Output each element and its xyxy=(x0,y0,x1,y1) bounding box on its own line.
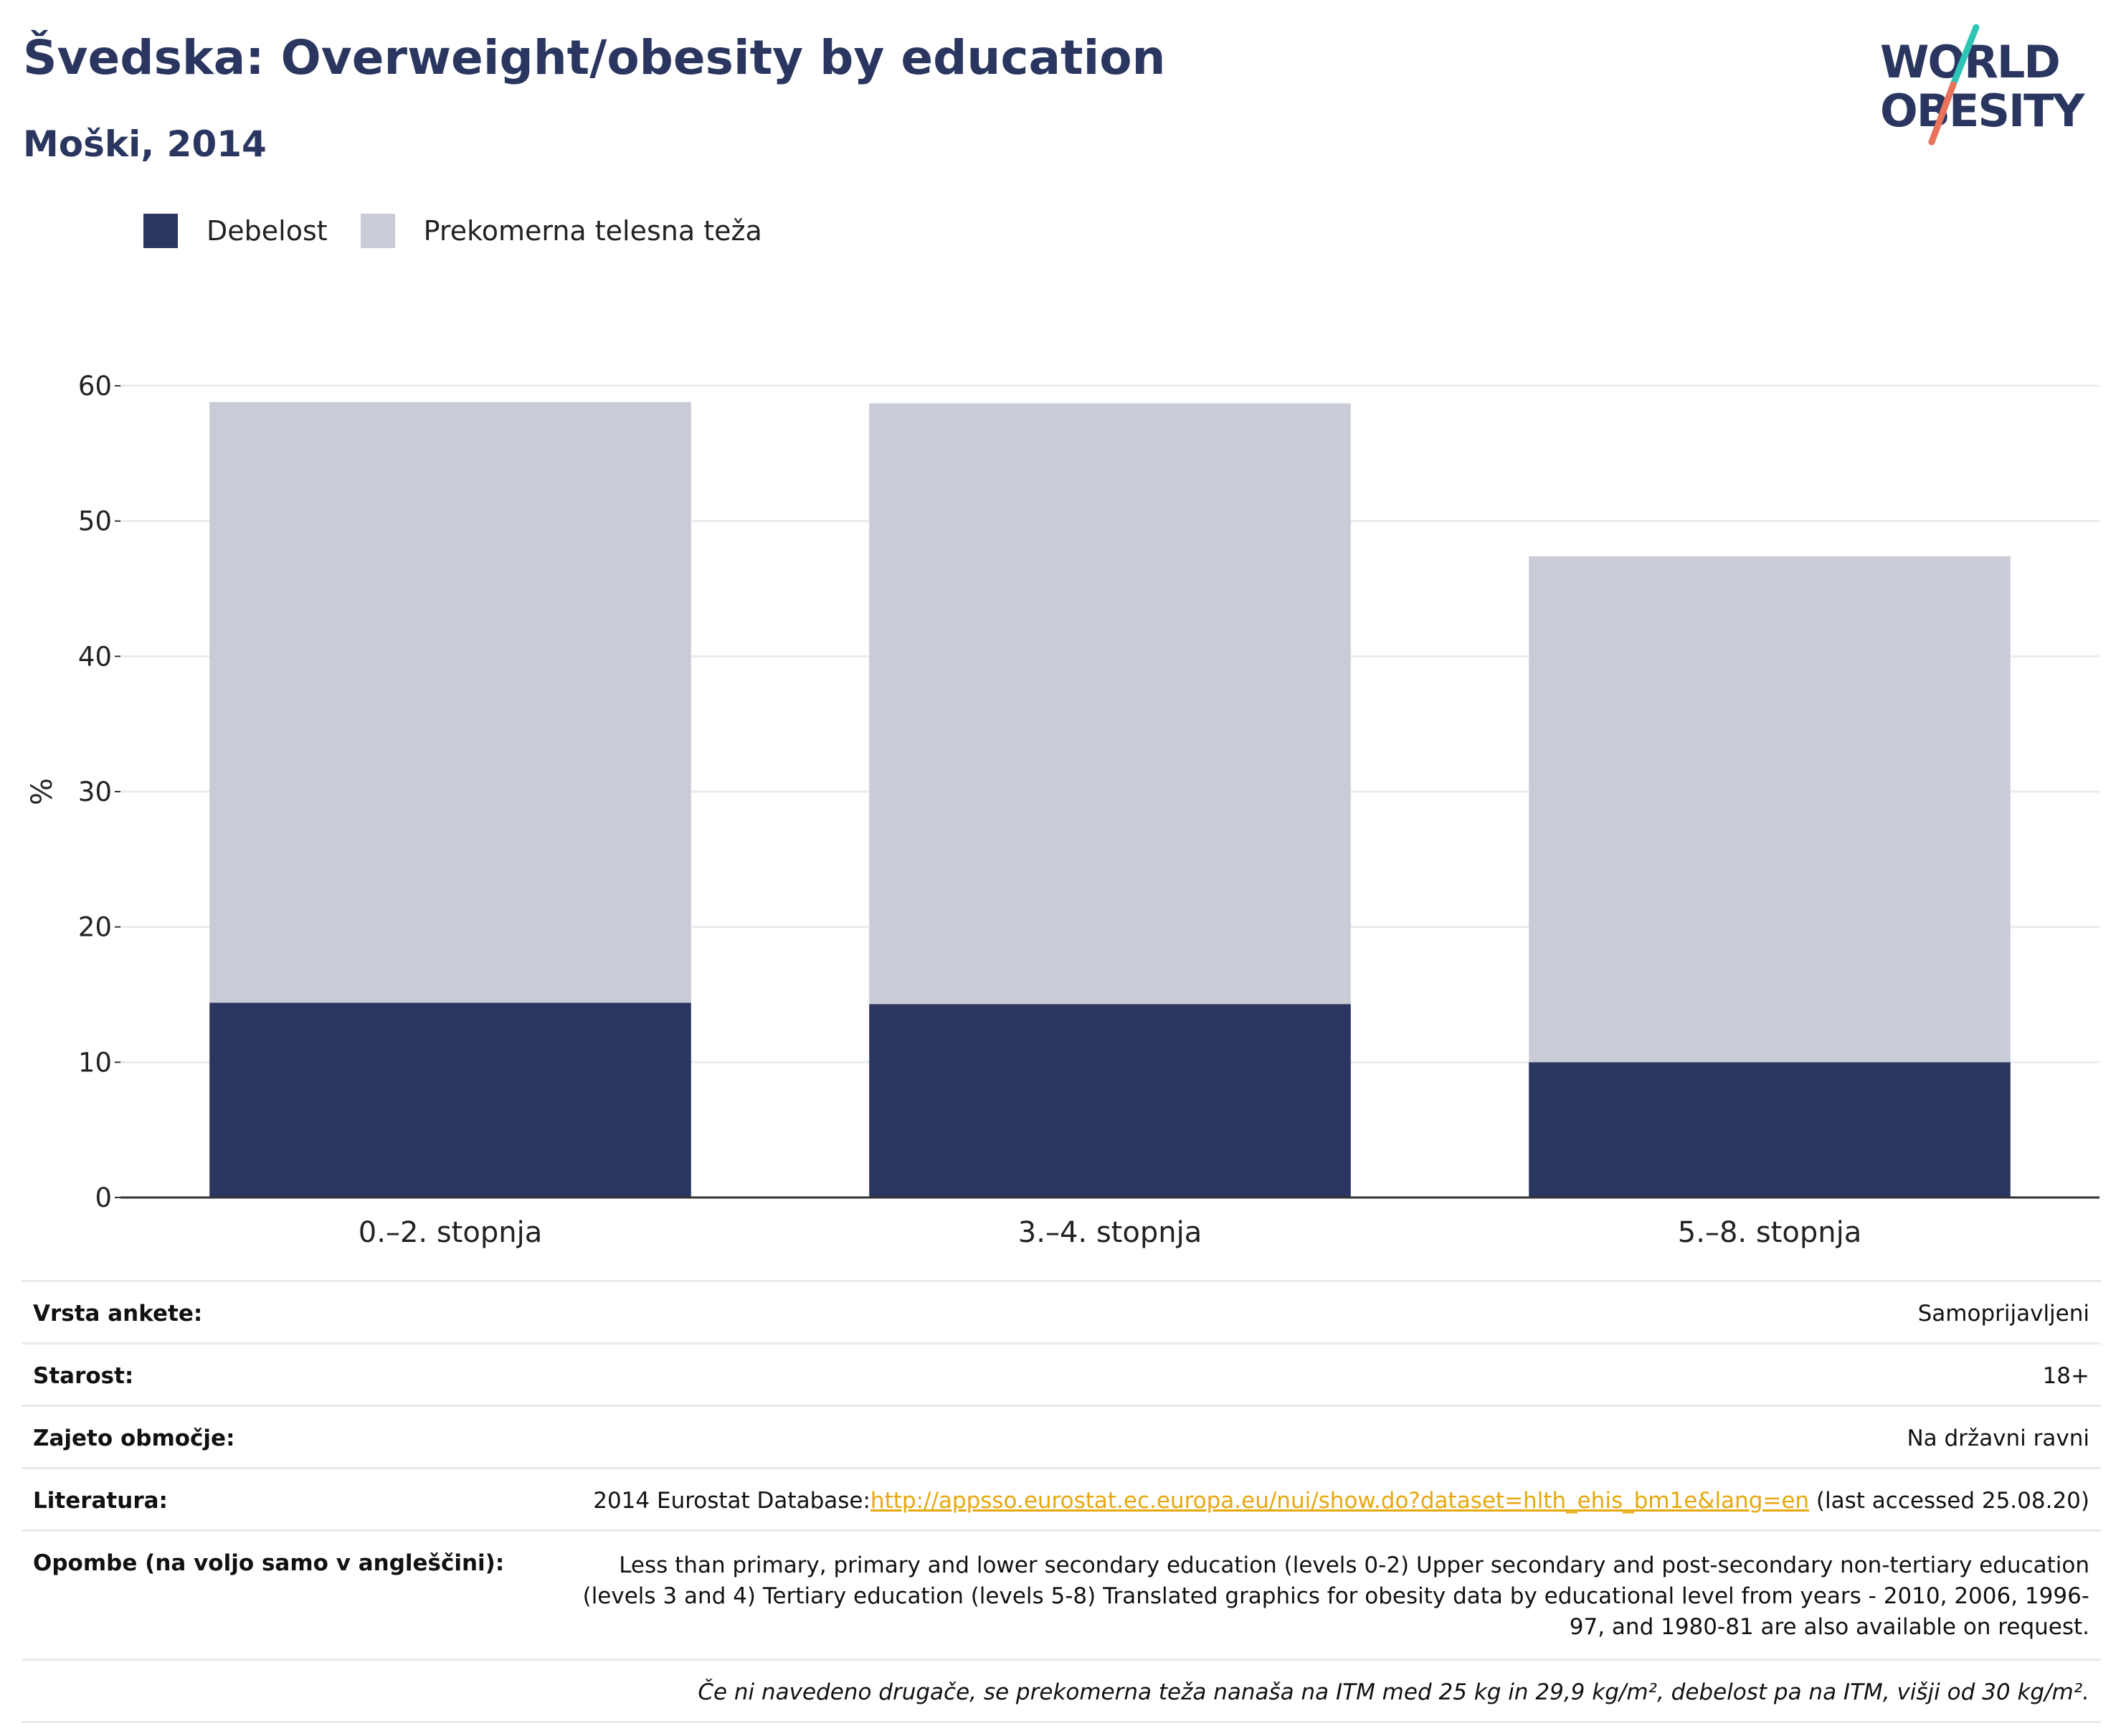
literature-link[interactable]: http://appsso.eurostat.ec.europa.eu/nui/… xyxy=(870,1488,1810,1514)
meta-value: Less than primary, primary and lower sec… xyxy=(582,1552,2089,1640)
meta-row-notes: Opombe (na voljo samo v angleščini): Les… xyxy=(22,1529,2101,1659)
meta-label: Vrsta ankete: xyxy=(33,1301,203,1327)
logo-line-2: OBESITY xyxy=(1880,85,2084,137)
meta-row-survey: Vrsta ankete: Samoprijavljeni xyxy=(22,1280,2101,1342)
y-tick-label: 20 xyxy=(78,912,112,943)
meta-label: Starost: xyxy=(33,1363,134,1389)
meta-row-age: Starost: 18+ xyxy=(22,1342,2101,1405)
x-tick-label: 5.–8. stopnja xyxy=(1678,1216,1861,1249)
meta-row-area: Zajeto območje: Na državni ravni xyxy=(22,1405,2101,1467)
legend-item-obesity[interactable]: Debelost xyxy=(143,214,328,248)
stacked-bar-chart: 0 10 20 30 40 50 60% 0.–2. stopnja 3.–4. stopnja… xyxy=(26,371,2099,1249)
meta-value: 2014 Eurostat Database:http://appsso.eur… xyxy=(593,1488,2089,1514)
y-tick-label: 0 xyxy=(95,1182,112,1213)
legend-item-overweight[interactable]: Prekomerna telesna teža xyxy=(360,214,762,248)
y-tick-label: 30 xyxy=(78,777,112,807)
legend-label-overweight: Prekomerna telesna teža xyxy=(423,215,762,247)
y-tick-label: 40 xyxy=(78,641,112,672)
literature-suffix: (last accessed 25.08.20) xyxy=(1809,1488,2089,1514)
literature-prefix: 2014 Eurostat Database: xyxy=(593,1488,870,1514)
metadata-table: Vrsta ankete: Samoprijavljeni Starost: 1… xyxy=(22,1280,2101,1723)
meta-label: Zajeto območje: xyxy=(33,1426,235,1451)
bar-obesity xyxy=(869,1004,1351,1197)
bar-obesity xyxy=(1529,1062,2011,1197)
footnote-text: Če ni navedeno drugače, se prekomerna te… xyxy=(698,1679,2089,1705)
y-tick-label: 10 xyxy=(78,1047,112,1078)
world-obesity-logo: WORLD OBESITY xyxy=(1871,22,2108,151)
y-tick-label: 50 xyxy=(78,506,112,537)
meta-label: Literatura: xyxy=(33,1488,168,1514)
chart-legend: Debelost Prekomerna telesna teža xyxy=(143,214,795,248)
meta-row-literature: Literatura: 2014 Eurostat Database:http:… xyxy=(22,1467,2101,1529)
page-title: Švedska: Overweight/obesity by education xyxy=(23,30,1166,85)
y-axis-label: % xyxy=(26,778,59,805)
x-tick-label: 3.–4. stopnja xyxy=(1018,1216,1202,1249)
legend-swatch-obesity xyxy=(143,214,178,248)
legend-label-obesity: Debelost xyxy=(207,215,328,247)
bar-overweight xyxy=(1529,556,2011,1063)
legend-swatch-overweight xyxy=(360,214,395,248)
logo-slash-icon xyxy=(1928,24,1980,146)
meta-label: Opombe (na voljo samo v angleščini): xyxy=(33,1550,505,1576)
bar-overweight xyxy=(869,403,1351,1005)
x-tick-label: 0.–2. stopnja xyxy=(359,1216,542,1249)
definition-footnote: Če ni navedeno drugače, se prekomerna te… xyxy=(22,1659,2101,1723)
bar-obesity xyxy=(209,1002,691,1197)
meta-value: Na državni ravni xyxy=(1907,1426,2089,1451)
y-tick-label: 60 xyxy=(78,371,112,402)
meta-value: 18+ xyxy=(2042,1363,2089,1389)
meta-value: Samoprijavljeni xyxy=(1917,1301,2089,1327)
bar-overweight xyxy=(209,402,691,1003)
page-subtitle: Moški, 2014 xyxy=(23,123,267,165)
